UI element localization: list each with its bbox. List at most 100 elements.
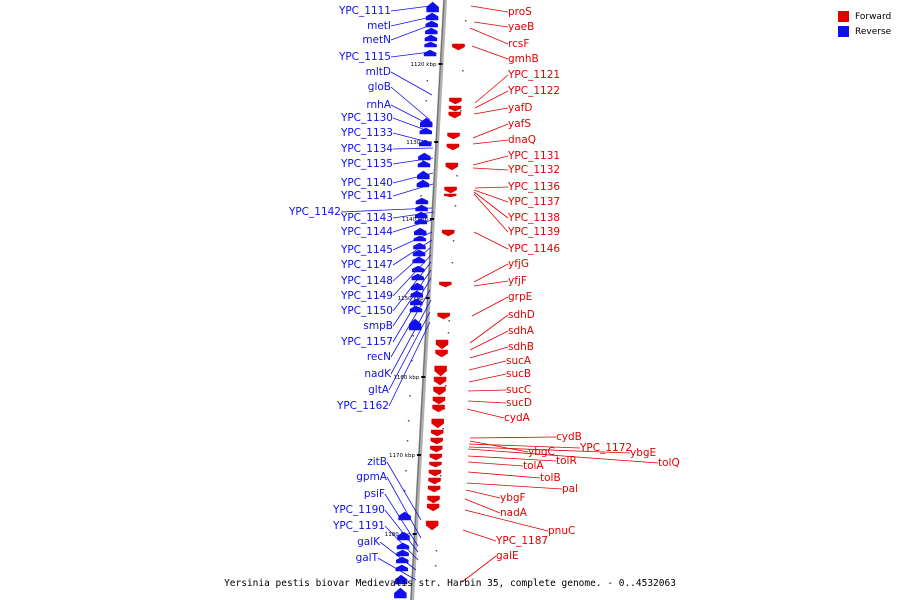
gene-label-ypc_1132[interactable]: YPC_1132 bbox=[507, 164, 560, 176]
gene-label-ypc_1135[interactable]: YPC_1135 bbox=[340, 158, 393, 170]
gene-label-galt[interactable]: galT bbox=[356, 552, 379, 564]
leader-line bbox=[390, 71, 433, 96]
gene-label-ypc_1187[interactable]: YPC_1187 bbox=[495, 535, 548, 547]
gene-label-ypc_1138[interactable]: YPC_1138 bbox=[507, 212, 560, 224]
gene-label-tolr[interactable]: tolR bbox=[556, 455, 577, 467]
leader-line bbox=[384, 493, 419, 547]
leader-line bbox=[472, 155, 509, 166]
forward-gene bbox=[428, 469, 442, 477]
gene-label-succ[interactable]: sucC bbox=[506, 384, 531, 396]
gene-label-ypc_1130[interactable]: YPC_1130 bbox=[340, 112, 393, 124]
forward-gene bbox=[430, 437, 443, 445]
gene-label-recn[interactable]: recN bbox=[367, 351, 391, 363]
gene-label-rnha[interactable]: rnhA bbox=[366, 99, 391, 111]
gene-label-cyda[interactable]: cydA bbox=[504, 412, 531, 424]
gene-label-ypc_1142[interactable]: YPC_1142 bbox=[288, 206, 341, 218]
gene-label-ypc_1137[interactable]: YPC_1137 bbox=[507, 196, 560, 208]
gene-label-ypc_1131[interactable]: YPC_1131 bbox=[507, 150, 560, 162]
reverse-gene bbox=[420, 117, 433, 128]
gene-label-grpe[interactable]: grpE bbox=[508, 291, 532, 303]
gene-label-ypc_1162[interactable]: YPC_1162 bbox=[336, 400, 389, 412]
leader-line bbox=[466, 482, 563, 490]
reverse-gene bbox=[415, 197, 429, 205]
forward-gene bbox=[427, 485, 441, 493]
axis-dot bbox=[412, 335, 415, 337]
gene-label-ypc_1134[interactable]: YPC_1134 bbox=[340, 143, 393, 155]
gene-label-ypc_1139[interactable]: YPC_1139 bbox=[507, 226, 560, 238]
gene-label-smpb[interactable]: smpB bbox=[363, 320, 393, 332]
leader-line bbox=[388, 321, 431, 407]
gene-label-ypc_1143[interactable]: YPC_1143 bbox=[340, 212, 393, 224]
gene-label-ypc_1140[interactable]: YPC_1140 bbox=[340, 177, 393, 189]
gene-label-yafs[interactable]: yafS bbox=[508, 118, 531, 130]
gene-label-ypc_1111[interactable]: YPC_1111 bbox=[338, 5, 391, 17]
leader-line bbox=[390, 289, 431, 358]
gene-label-ybge[interactable]: ybgE bbox=[630, 447, 656, 459]
legend-label-reverse: Reverse bbox=[855, 26, 892, 37]
gene-label-cydb[interactable]: cydB bbox=[556, 431, 582, 443]
leader-line bbox=[468, 443, 581, 449]
axis-dot bbox=[426, 80, 429, 82]
gene-label-ypc_1150[interactable]: YPC_1150 bbox=[340, 305, 393, 317]
gene-label-ypc_1172[interactable]: YPC_1172 bbox=[579, 442, 632, 454]
gene-label-ypc_1115[interactable]: YPC_1115 bbox=[338, 51, 391, 63]
gene-label-ybgf[interactable]: ybgF bbox=[500, 492, 526, 504]
gene-label-pros[interactable]: proS bbox=[508, 6, 532, 18]
gene-label-glob[interactable]: gloB bbox=[368, 81, 391, 93]
gene-label-pal[interactable]: pal bbox=[562, 483, 578, 495]
gene-label-pnuc[interactable]: pnuC bbox=[548, 525, 575, 537]
gene-label-ypc_1147[interactable]: YPC_1147 bbox=[340, 259, 393, 271]
gene-label-tolq[interactable]: tolQ bbox=[658, 457, 680, 469]
gene-label-sdha[interactable]: sdhA bbox=[508, 325, 535, 337]
gene-label-ypc_1133[interactable]: YPC_1133 bbox=[340, 127, 393, 139]
gene-label-yafd[interactable]: yafD bbox=[508, 102, 532, 114]
axis-dot bbox=[459, 110, 462, 112]
gene-label-rcsf[interactable]: rcsF bbox=[508, 38, 529, 50]
gene-label-ypc_1148[interactable]: YPC_1148 bbox=[340, 275, 393, 287]
gene-label-nadk[interactable]: nadK bbox=[364, 368, 392, 380]
gene-label-sucb[interactable]: sucB bbox=[506, 368, 531, 380]
leader-line bbox=[474, 74, 509, 104]
leader-line bbox=[467, 389, 507, 392]
gene-label-mltd[interactable]: mltD bbox=[366, 66, 391, 78]
axis-dot bbox=[406, 440, 409, 442]
gene-label-ypc_1121[interactable]: YPC_1121 bbox=[507, 69, 560, 81]
gene-label-galk[interactable]: galK bbox=[357, 536, 381, 548]
gene-label-gmhb[interactable]: gmhB bbox=[508, 53, 539, 65]
gene-label-sdhd[interactable]: sdhD bbox=[508, 309, 535, 321]
gene-label-psif[interactable]: psiF bbox=[364, 488, 385, 500]
gene-label-nada[interactable]: nadA bbox=[500, 507, 528, 519]
gene-label-yfjg[interactable]: yfjG bbox=[508, 258, 529, 270]
gene-label-ypc_1146[interactable]: YPC_1146 bbox=[507, 243, 560, 255]
gene-label-gpma[interactable]: gpmA bbox=[356, 471, 388, 483]
gene-label-ypc_1141[interactable]: YPC_1141 bbox=[340, 190, 393, 202]
gene-label-ybgc[interactable]: ybgC bbox=[528, 446, 555, 458]
gene-label-yfjf[interactable]: yfjF bbox=[508, 275, 527, 287]
gene-label-suca[interactable]: sucA bbox=[506, 355, 532, 367]
gene-label-dnaq[interactable]: dnaQ bbox=[508, 134, 536, 146]
gene-label-zitb[interactable]: zitB bbox=[367, 456, 387, 468]
forward-gene bbox=[430, 429, 444, 437]
gene-label-ypc_1145[interactable]: YPC_1145 bbox=[340, 244, 393, 256]
leader-line bbox=[473, 21, 509, 28]
gene-label-ypc_1122[interactable]: YPC_1122 bbox=[507, 85, 560, 97]
gene-label-meti[interactable]: metI bbox=[367, 20, 391, 32]
gene-label-ypc_1157[interactable]: YPC_1157 bbox=[340, 336, 393, 348]
gene-label-ypc_1136[interactable]: YPC_1136 bbox=[507, 181, 560, 193]
leader-line bbox=[464, 509, 549, 532]
gene-label-yaeb[interactable]: yaeB bbox=[508, 21, 534, 33]
gene-label-metn[interactable]: metN bbox=[362, 34, 391, 46]
gene-label-ypc_1144[interactable]: YPC_1144 bbox=[340, 226, 393, 238]
gene-label-sucd[interactable]: sucD bbox=[506, 397, 532, 409]
gene-label-sdhb[interactable]: sdhB bbox=[508, 341, 534, 353]
gene-label-gale[interactable]: galE bbox=[496, 550, 519, 562]
axis-dot bbox=[447, 332, 450, 334]
gene-label-ypc_1149[interactable]: YPC_1149 bbox=[340, 290, 393, 302]
gene-label-ypc_1190[interactable]: YPC_1190 bbox=[332, 504, 385, 516]
reverse-gene bbox=[396, 549, 409, 557]
gene-label-tola[interactable]: tolA bbox=[523, 460, 544, 472]
reverse-swatch bbox=[838, 26, 849, 37]
gene-label-ypc_1191[interactable]: YPC_1191 bbox=[332, 520, 385, 532]
gene-label-tolb[interactable]: tolB bbox=[540, 472, 561, 484]
gene-label-glta[interactable]: gltA bbox=[368, 384, 390, 396]
